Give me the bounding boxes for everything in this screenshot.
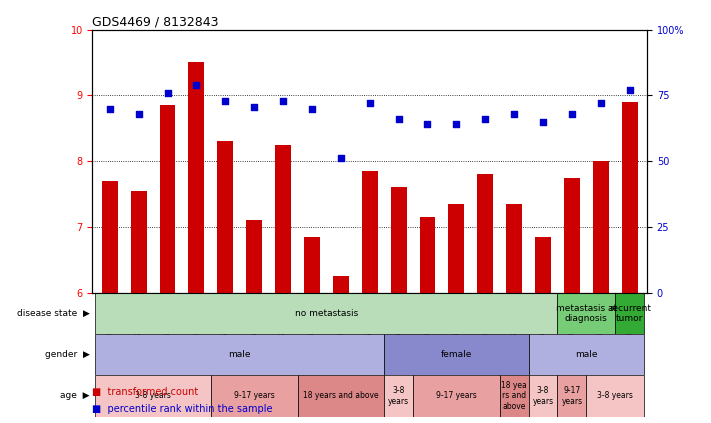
Text: 18 years and above: 18 years and above (303, 392, 379, 401)
Point (393, 115, 405, 122)
Text: 3-8
years: 3-8 years (533, 386, 554, 406)
Bar (362, 171, 378, 293)
Bar (95, 334, 384, 375)
Bar (535, 237, 551, 293)
Text: 9-17
years: 9-17 years (562, 386, 582, 406)
Point (104, 105, 115, 112)
Text: 3-8
years: 3-8 years (388, 386, 409, 406)
Bar (413, 375, 500, 417)
Point (306, 105, 318, 112)
Text: ■  percentile rank within the sample: ■ percentile rank within the sample (92, 404, 273, 414)
Bar (384, 334, 528, 375)
Bar (333, 276, 349, 293)
Bar (587, 375, 644, 417)
Text: disease state  ▶: disease state ▶ (17, 309, 90, 318)
Bar (593, 161, 609, 293)
Point (422, 121, 433, 128)
Text: female: female (441, 350, 472, 359)
Point (162, 89, 173, 96)
Text: no metastasis: no metastasis (295, 309, 358, 318)
Point (335, 155, 346, 162)
Bar (131, 191, 146, 293)
Point (249, 104, 260, 110)
Bar (275, 145, 291, 293)
Point (220, 97, 231, 104)
Text: GDS4469 / 8132843: GDS4469 / 8132843 (92, 16, 219, 28)
Text: 18 yea
rs and
above: 18 yea rs and above (501, 381, 527, 411)
Bar (477, 174, 493, 293)
Point (566, 110, 577, 117)
Point (595, 100, 606, 107)
Bar (384, 375, 413, 417)
Bar (304, 237, 320, 293)
Bar (218, 141, 233, 293)
Bar (621, 102, 638, 293)
Text: male: male (575, 350, 598, 359)
Point (277, 97, 289, 104)
Bar (246, 220, 262, 293)
Bar (528, 334, 644, 375)
Bar (506, 204, 522, 293)
Point (191, 82, 202, 88)
Bar (159, 105, 176, 293)
Bar (500, 375, 528, 417)
Bar (419, 217, 435, 293)
Bar (557, 375, 587, 417)
Text: recurrent
tumor: recurrent tumor (609, 304, 651, 323)
Text: 3-8 years: 3-8 years (135, 392, 171, 401)
Text: ■  transformed count: ■ transformed count (92, 387, 198, 397)
Point (364, 100, 375, 107)
Text: 3-8 years: 3-8 years (597, 392, 634, 401)
Bar (211, 375, 297, 417)
Text: 9-17 years: 9-17 years (436, 392, 477, 401)
Bar (95, 293, 557, 334)
Point (133, 110, 144, 117)
Bar (390, 187, 407, 293)
Bar (557, 293, 615, 334)
Bar (102, 181, 118, 293)
Point (508, 110, 520, 117)
Bar (615, 293, 644, 334)
Point (624, 87, 636, 93)
Text: gender  ▶: gender ▶ (45, 350, 90, 359)
Point (479, 115, 491, 122)
Bar (95, 375, 211, 417)
Text: 9-17 years: 9-17 years (234, 392, 274, 401)
Bar (564, 178, 580, 293)
Bar (449, 204, 464, 293)
Text: metastasis at
diagnosis: metastasis at diagnosis (556, 304, 617, 323)
Bar (528, 375, 557, 417)
Text: male: male (228, 350, 251, 359)
Bar (188, 63, 204, 293)
Point (451, 121, 462, 128)
Point (538, 118, 549, 125)
Text: age  ▶: age ▶ (60, 392, 90, 401)
Bar (297, 375, 384, 417)
